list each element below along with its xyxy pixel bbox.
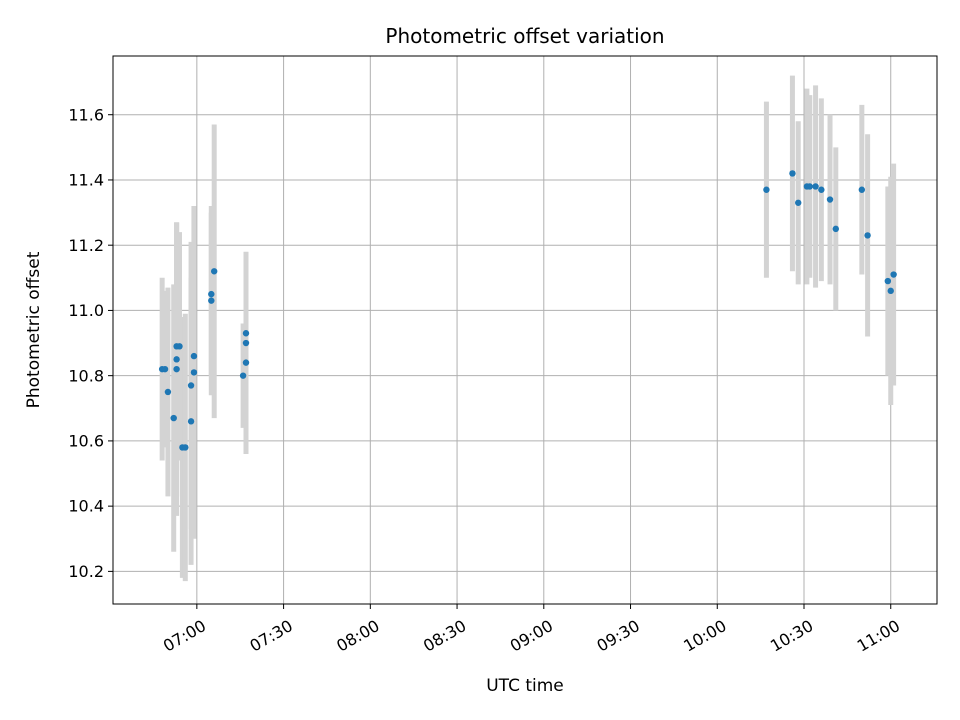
data-point [173,365,180,373]
data-point [210,268,218,275]
data-point [190,369,198,376]
data-point [864,232,871,239]
data-point [190,352,198,360]
data-point [208,290,215,298]
data-point [806,183,813,190]
data-point [812,183,819,190]
data-point [763,186,770,193]
y-axis-label: Photometric offset [24,251,44,408]
data-point [176,343,183,350]
data-point [161,365,169,373]
data-point [187,418,195,425]
data-point [890,271,897,278]
data-point [239,372,247,379]
y-tick-label: 10.6 [68,432,104,451]
data-point [242,330,250,337]
y-tick-label: 10.4 [68,497,104,516]
data-point [884,277,892,285]
data-point [187,382,195,389]
data-point [818,186,825,193]
y-tick-label: 11.4 [68,171,104,190]
data-point [242,339,250,347]
data-point [173,356,180,363]
y-tick-label: 11.2 [68,236,104,255]
data-point [887,287,894,295]
data-point [242,359,250,366]
data-point [826,196,834,203]
data-point [858,186,866,193]
data-point [182,444,189,451]
data-points [158,170,897,451]
y-tick-label: 10.8 [68,366,104,385]
y-tick-label: 11.6 [68,105,104,124]
y-tick-label: 11.0 [68,301,104,320]
data-point [164,388,172,396]
data-point [170,414,177,422]
x-axis-label: UTC time [486,676,564,696]
data-point [789,170,796,177]
data-point [832,225,840,233]
grid [113,56,937,604]
y-tick-label: 10.2 [68,562,104,581]
chart-title: Photometric offset variation [385,24,664,48]
data-point [208,297,215,304]
data-point [795,199,802,206]
plot-frame [112,55,938,605]
